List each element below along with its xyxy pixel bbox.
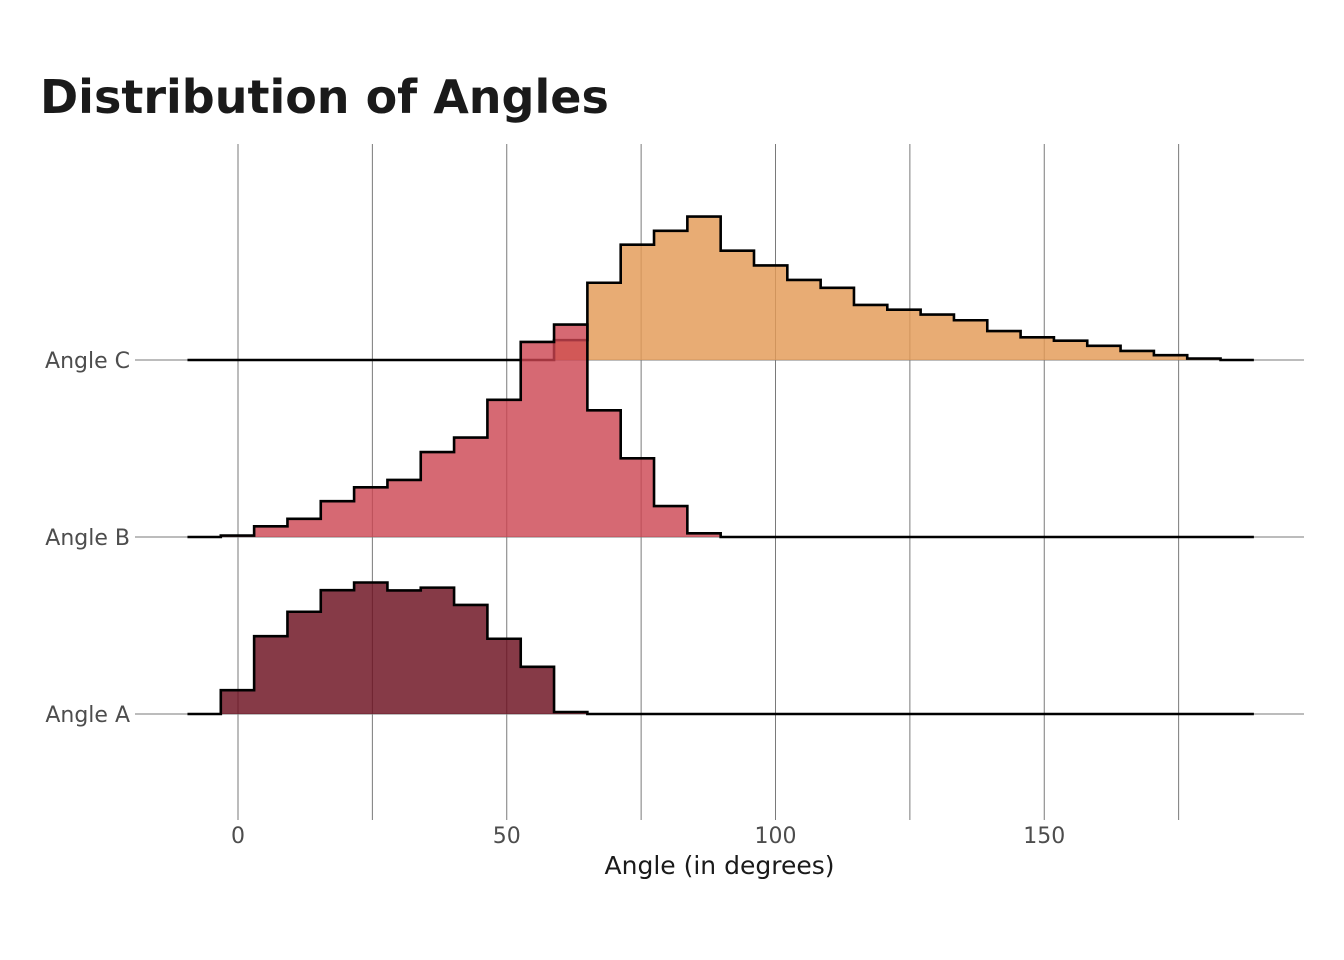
ridge-fill <box>187 324 1254 537</box>
x-axis-title: Angle (in degrees) <box>605 851 835 880</box>
ridge-outline <box>187 323 1254 539</box>
y-tick-label: Angle C <box>45 349 130 374</box>
ridges <box>187 215 1254 716</box>
ridge-angle-c <box>187 215 1254 362</box>
ridge-outline <box>187 581 1254 716</box>
chart-title: Distribution of Angles <box>40 70 609 124</box>
y-axis-labels: Angle A Angle B Angle C <box>45 349 130 728</box>
x-tick-label: 50 <box>493 824 521 849</box>
ridge-outline <box>187 215 1254 362</box>
ridge-angle-b <box>187 323 1254 539</box>
y-tick-label: Angle A <box>45 703 130 728</box>
ridge-angle-a <box>187 581 1254 716</box>
x-tick-label: 0 <box>231 824 245 849</box>
x-tick-label: 150 <box>1023 824 1065 849</box>
ridge-fill <box>187 582 1254 714</box>
y-tick-label: Angle B <box>45 526 130 551</box>
x-tick-label: 100 <box>755 824 797 849</box>
x-axis-ticks: 0 50 100 150 <box>231 824 1065 849</box>
